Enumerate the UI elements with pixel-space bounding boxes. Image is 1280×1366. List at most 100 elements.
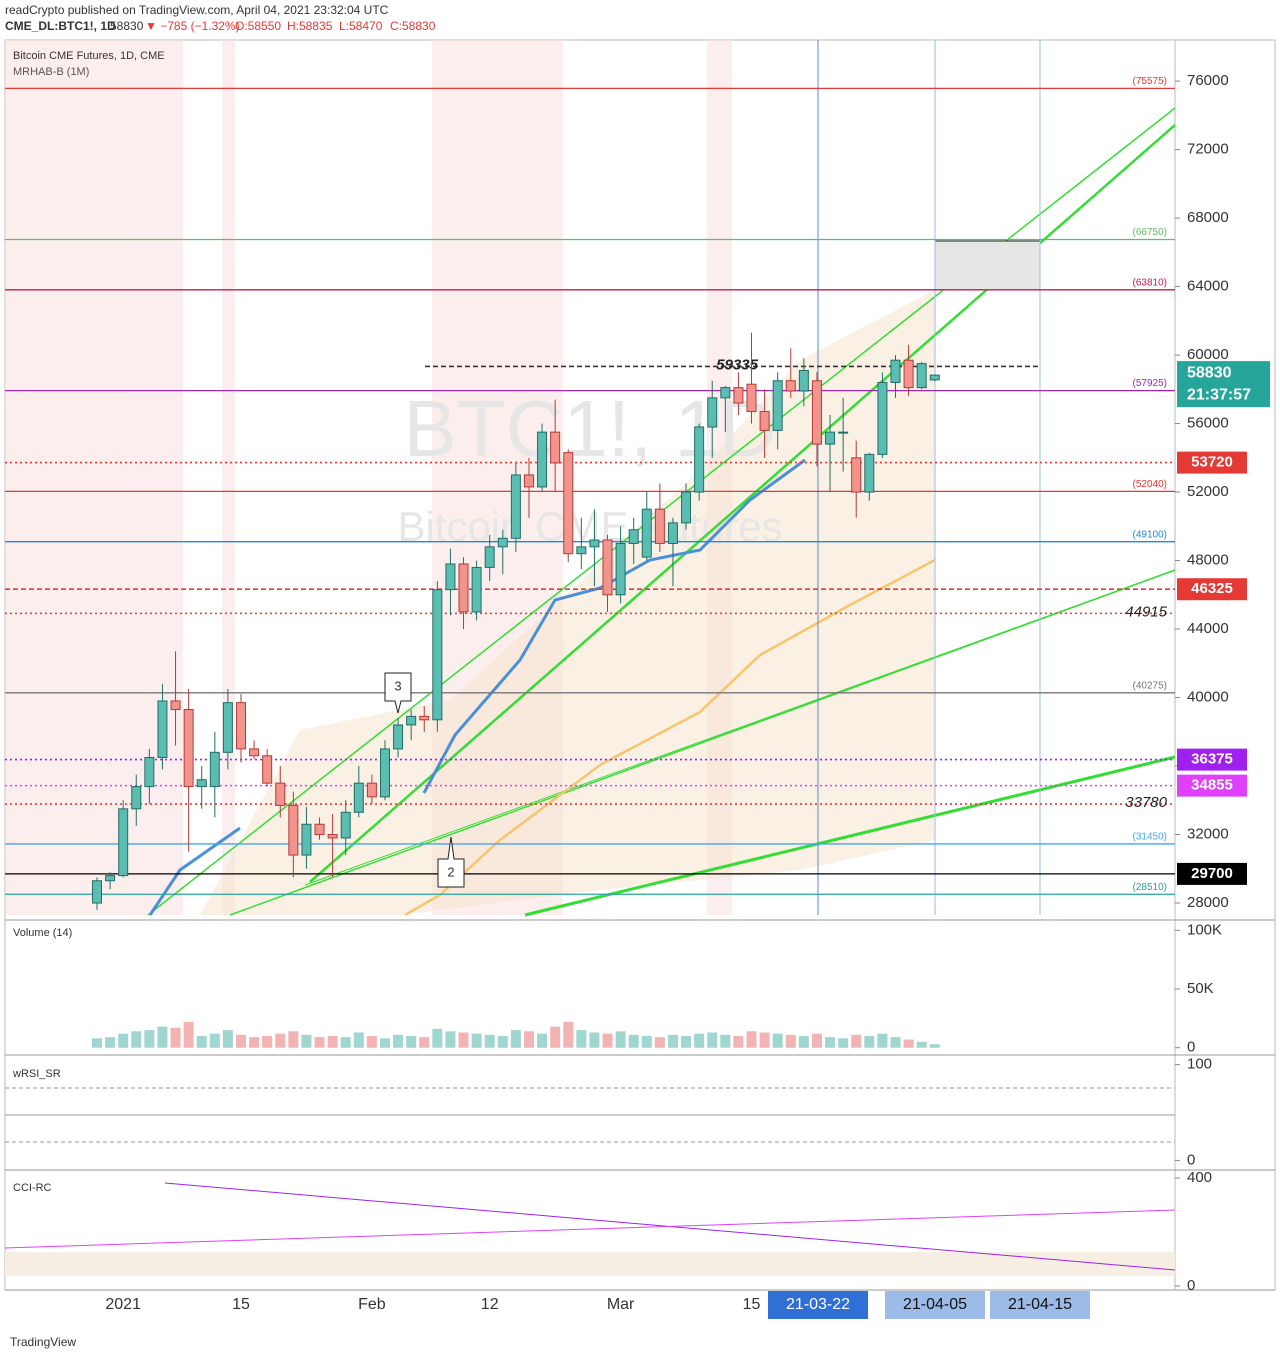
price-tag [1177,361,1270,408]
candle-body [131,786,142,810]
candle-body [393,724,404,750]
volume-bar [523,1031,534,1048]
level-tag [1177,748,1247,771]
y-tick-label: 60000 [1187,346,1229,363]
trendline [304,569,1176,886]
volume-bar [497,1035,508,1048]
y-tick-label: 32000 [1187,825,1229,842]
candle-body [707,397,718,428]
candle-body [262,755,273,784]
candle-body [301,823,312,856]
y-tick-label: 100 [1187,1056,1212,1073]
candle-body [929,374,940,381]
candle-body [733,387,744,404]
y-tick-label: 76000 [1187,72,1229,89]
volume-bar [864,1035,875,1048]
date-marker-box [990,1291,1090,1319]
x-tick-label: Mar [607,1296,635,1313]
volume-bar [563,1021,574,1048]
candle-body [746,383,757,413]
level-label: (57925) [1133,378,1167,389]
trendline [524,755,1176,917]
candle-body [576,546,587,555]
x-tick-label: 15 [232,1296,250,1313]
candle-body [340,811,351,839]
volume-bar [537,1033,548,1048]
level-tag [1177,862,1247,885]
level-label: (52040) [1133,479,1167,490]
volume-bar [589,1032,600,1048]
candle-body [249,748,260,757]
y-tick-label: 0 [1187,1039,1195,1056]
panel-separators [5,919,1275,1291]
symbol: CME_DL:BTC1!, 1D [5,19,116,33]
volume-bar [628,1034,639,1048]
candle-body [550,431,561,464]
volume-bar [746,1031,757,1048]
volume-bar [170,1027,181,1048]
cci-trendline [4,1209,1176,1249]
target-box [934,240,1041,291]
volume-bar [733,1035,744,1048]
candle-body [523,474,534,488]
volume-bar [811,1033,822,1048]
countdown: 21:37:57 [1187,386,1251,403]
volume-bar [209,1033,220,1048]
candle-body [916,363,927,389]
candle-body [183,709,194,788]
y-tick-label: 68000 [1187,209,1229,226]
candle-body [825,431,836,445]
date-marker: 21-04-05 [903,1296,967,1313]
x-tick-label: 15 [743,1296,761,1313]
y-tick-label: 52000 [1187,483,1229,500]
volume-bar [327,1035,338,1048]
volume-bar [759,1032,770,1048]
candle-body [903,359,914,389]
candle-body [157,700,168,758]
level-label: 33780 [1125,794,1167,811]
x-tick-label: 12 [481,1296,499,1313]
level-label: 29700 [1191,865,1233,882]
level-label: 46325 [1191,580,1233,597]
level-tag [1177,451,1247,474]
volume-bar [576,1030,587,1048]
candle-body [445,563,456,591]
volume-bar [641,1035,652,1048]
candle-body [628,529,639,544]
volume-bar [929,1044,940,1048]
candle-body [366,782,377,798]
candle-body [772,380,783,431]
volume-bar [183,1021,194,1048]
volume-bar [131,1031,142,1048]
candle-body [432,589,443,721]
candle-body [537,431,548,488]
y-tick-label: 64000 [1187,278,1229,295]
level-label: 34855 [1191,777,1233,794]
volume-bar [301,1034,312,1048]
volume-bar [772,1033,783,1048]
volume-bar [602,1033,613,1048]
publisher-line: readCrypto published on TradingView.com,… [5,3,389,17]
y-tick-label: 0 [1187,1277,1195,1294]
candle-body [838,431,849,434]
level-label: (40275) [1133,680,1167,691]
candle-body [288,804,299,856]
x-tick-label: Feb [358,1296,386,1313]
y-tick-label: 72000 [1187,141,1229,158]
candle-body [851,457,862,493]
volume-bar [471,1033,482,1048]
wave-label: 2 [447,864,454,879]
zone [5,40,183,915]
level-label: 53720 [1191,454,1233,471]
volume-bar [393,1034,404,1048]
volume-bar [445,1031,456,1048]
volume-bar [510,1030,521,1048]
candle-body [667,522,678,544]
volume-bar [851,1034,862,1048]
candle-body [222,702,233,753]
volume-bar [249,1037,260,1048]
candle-body [589,539,600,548]
volume-bar [667,1034,678,1048]
candle-body [654,508,665,544]
candle-body [497,537,508,548]
